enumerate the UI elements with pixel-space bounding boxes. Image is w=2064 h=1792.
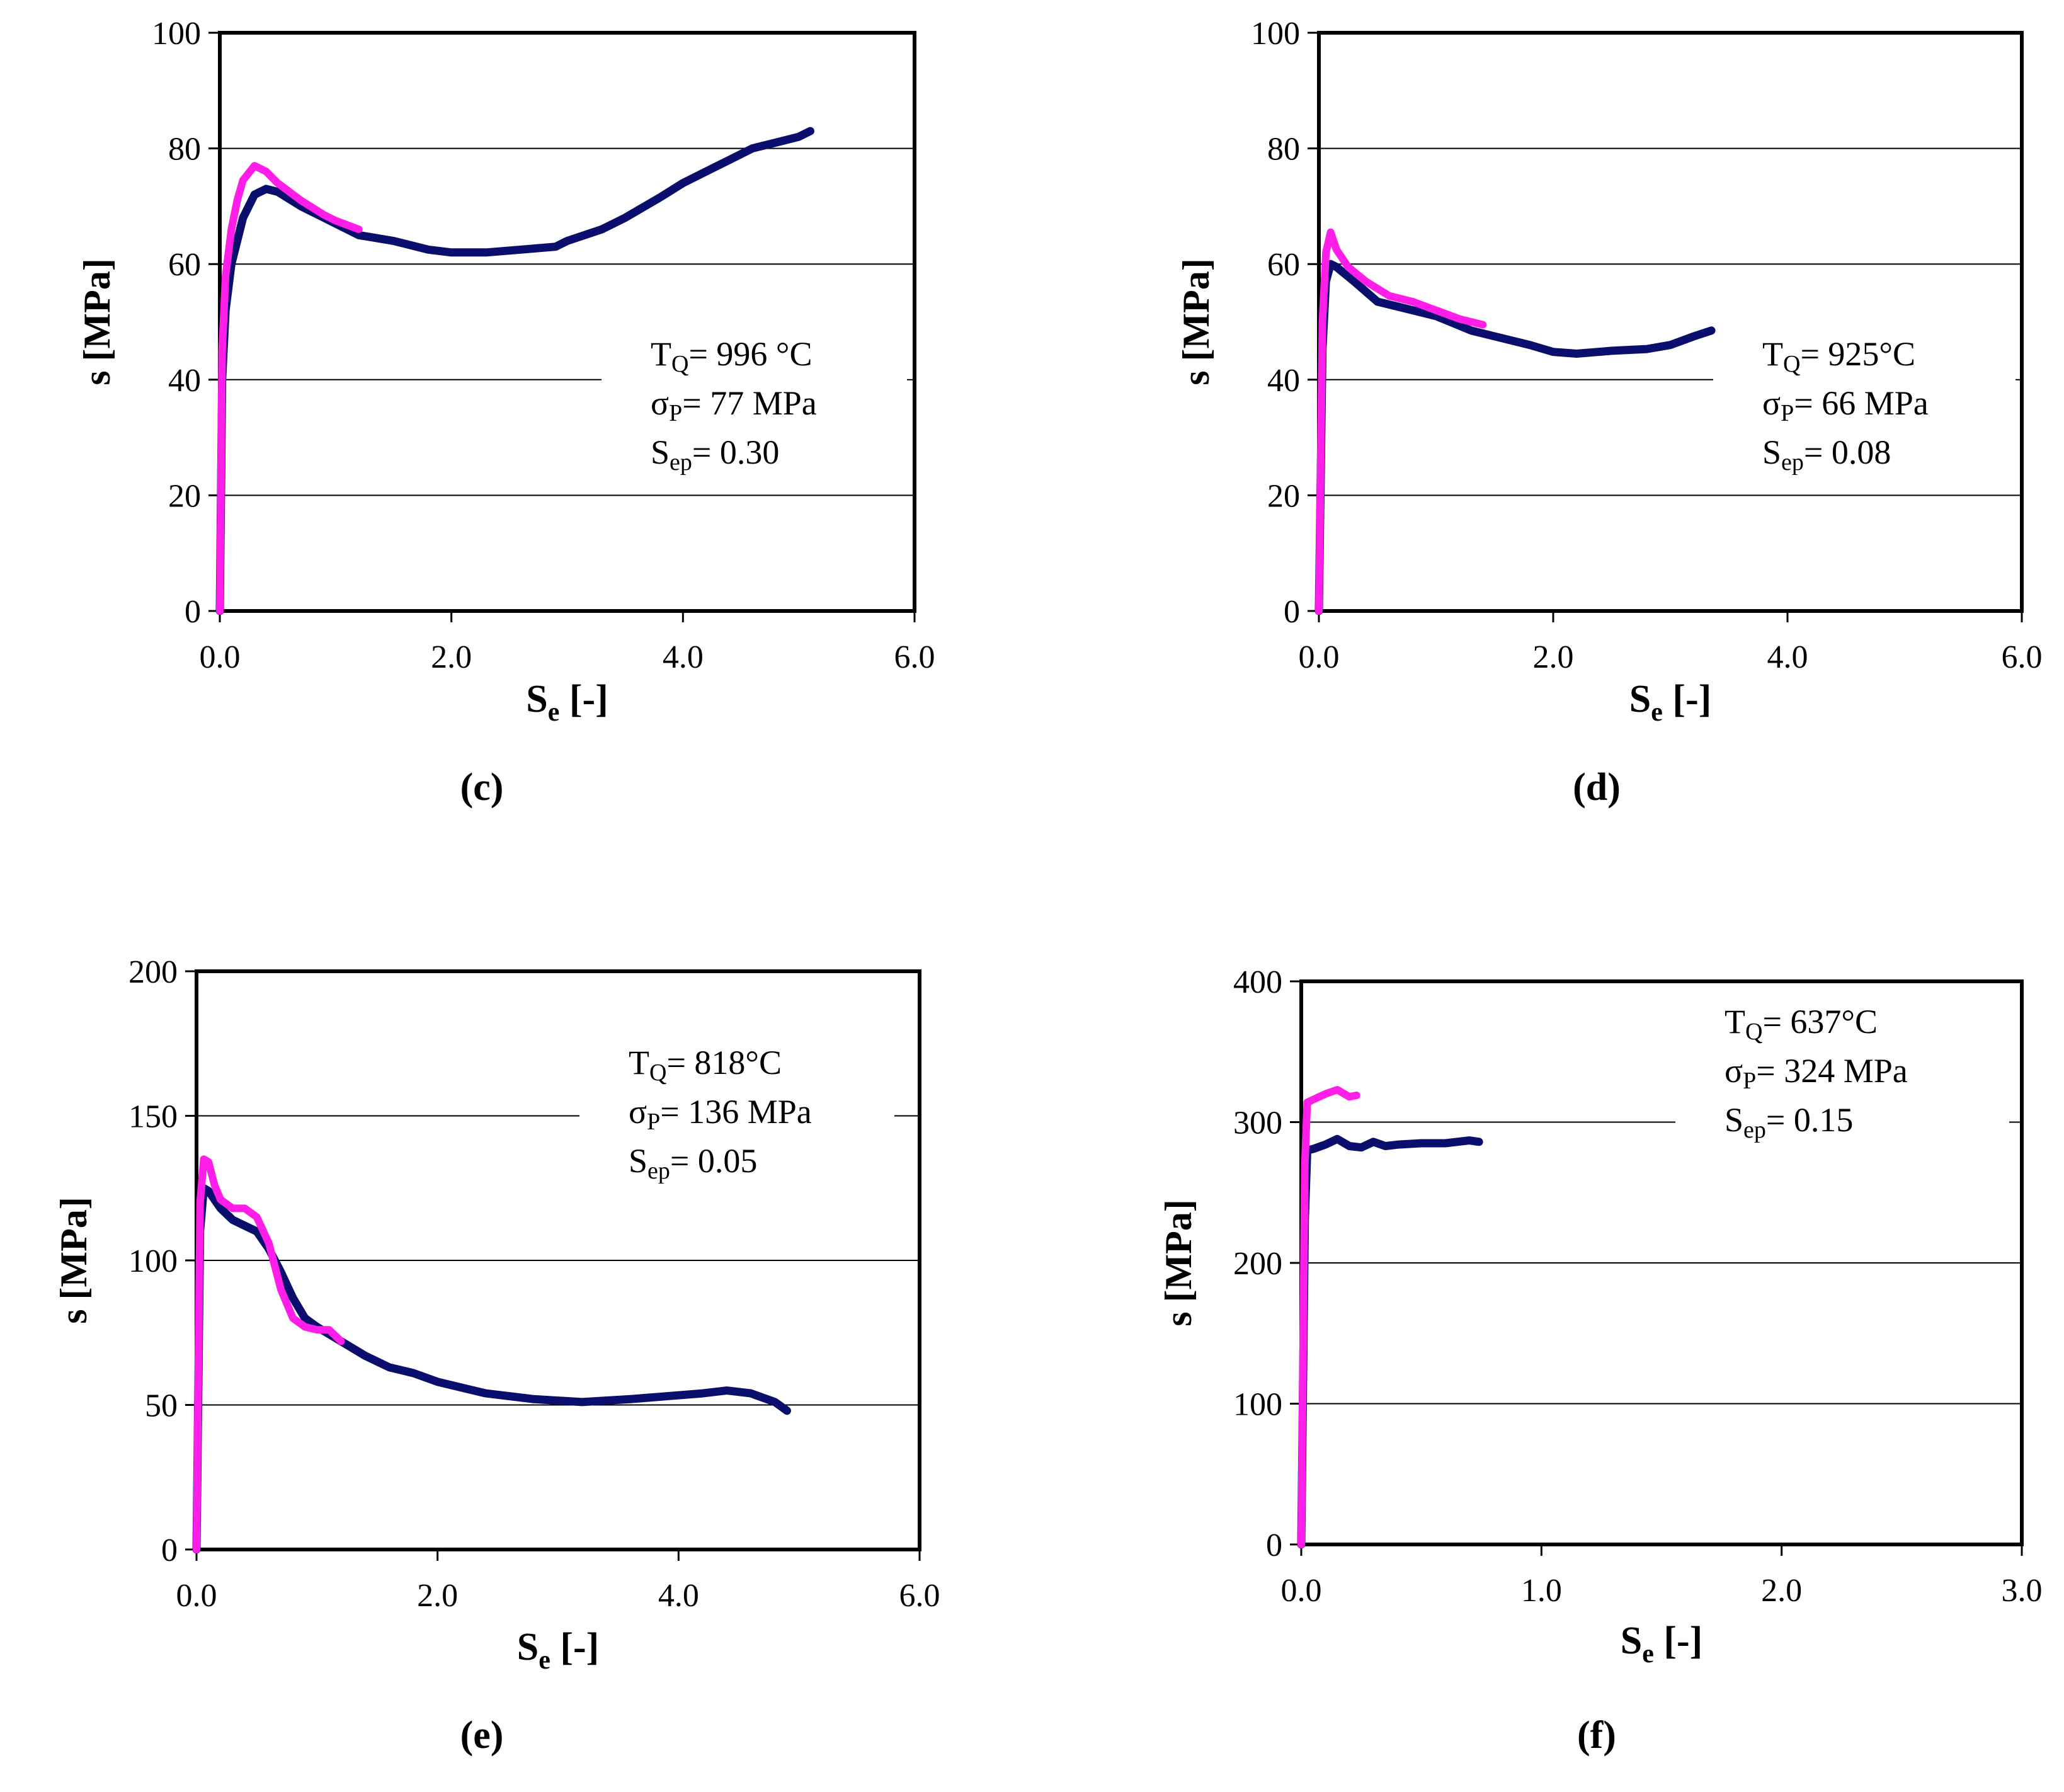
- x-tick-label: 6.0: [894, 639, 935, 675]
- plot-frame: [218, 31, 916, 613]
- plot-frame: [1317, 31, 2024, 613]
- annotation-line: TQ= 996 °C: [651, 335, 812, 377]
- y-tick-label: 0: [1266, 1527, 1282, 1563]
- panel-d: 0 20 40 60 80 100 0.0 2.0 4.0 6.0 s [MPa] Se [-](d)…: [1175, 16, 2043, 809]
- panel-label: (f): [1577, 1714, 1616, 1757]
- annotation-line: TQ= 818°C: [629, 1044, 782, 1086]
- x-tick-label: 2.0: [431, 639, 472, 675]
- annotation-line: Sep= 0.05: [629, 1142, 757, 1184]
- x-axis-label: Se [-]: [526, 678, 608, 727]
- y-tick-label: 200: [1233, 1246, 1282, 1282]
- y-axis-label: s [MPa]: [1175, 258, 1217, 385]
- annotation-line: Sep= 0.08: [1762, 433, 1891, 476]
- x-tick-label: 4.0: [663, 639, 704, 675]
- x-tick-label: 0.0: [176, 1578, 217, 1614]
- y-tick-label: 0: [1284, 594, 1300, 630]
- x-axis-label: Se [-]: [1621, 1619, 1703, 1669]
- y-tick-label: 40: [168, 363, 201, 399]
- panel-f: 0 100 200 300 400 0.0 1.0 2.0 3.0 s [MPa] Se [-] (f…: [1158, 964, 2043, 1757]
- y-tick-label: 60: [168, 247, 201, 283]
- x-tick-label: 6.0: [899, 1578, 940, 1614]
- x-tick-label: 0.0: [1299, 639, 1340, 675]
- x-tick-label: 2.0: [1761, 1573, 1802, 1609]
- y-tick-label: 200: [128, 954, 178, 990]
- series-measured-line: [215, 127, 814, 615]
- y-axis-label: s [MPa]: [53, 1197, 94, 1324]
- y-axis-label: s [MPa]: [1158, 1199, 1199, 1327]
- y-tick-label: 150: [128, 1099, 178, 1135]
- y-tick-label: 80: [168, 132, 201, 168]
- x-tick-label: 0.0: [200, 639, 241, 675]
- series-measured-line: [1314, 260, 1716, 615]
- y-tick-label: 100: [152, 16, 201, 52]
- series-measured-line: [1297, 1134, 1483, 1549]
- y-tick-label: 20: [168, 478, 201, 514]
- x-axis-label: Se [-]: [1629, 678, 1712, 727]
- x-tick-label: 4.0: [1767, 639, 1808, 675]
- annotation-line: σP= 77 MPa: [651, 384, 817, 426]
- y-tick-label: 400: [1233, 964, 1282, 1000]
- annotation-line: σP= 66 MPa: [1762, 384, 1929, 426]
- annotation-line: TQ= 637°C: [1725, 1003, 1878, 1045]
- y-tick-label: 0: [185, 594, 201, 630]
- series-model-line: [1297, 1086, 1360, 1548]
- y-tick-label: 100: [1251, 16, 1300, 52]
- x-tick-label: 3.0: [2002, 1573, 2043, 1609]
- panel-e: 0 50 100 150 200 0.0 2.0 4.0 6.0 s [MPa] Se [-] (e)…: [53, 954, 940, 1757]
- x-tick-label: 1.0: [1521, 1573, 1562, 1609]
- y-tick-label: 80: [1267, 132, 1300, 168]
- x-tick-label: 2.0: [1533, 639, 1574, 675]
- annotation-line: TQ= 925°C: [1762, 335, 1915, 377]
- panel-label: (d): [1573, 766, 1621, 809]
- series-model-line: [1315, 228, 1487, 615]
- y-tick-label: 0: [161, 1532, 178, 1568]
- panel-label: (e): [460, 1714, 504, 1757]
- series-model-line: [193, 1155, 345, 1553]
- y-tick-label: 20: [1267, 478, 1300, 514]
- x-tick-label: 6.0: [2002, 639, 2043, 675]
- y-tick-label: 100: [1233, 1387, 1282, 1423]
- y-tick-label: 300: [1233, 1105, 1282, 1141]
- x-axis-label: Se [-]: [517, 1626, 600, 1675]
- annotation-line: Sep= 0.15: [1725, 1101, 1853, 1143]
- x-tick-label: 0.0: [1281, 1573, 1322, 1609]
- series-measured-line: [192, 1184, 791, 1554]
- y-axis-label: s [MPa]: [76, 258, 118, 385]
- panel-label: (c): [460, 766, 504, 809]
- x-tick-label: 4.0: [658, 1578, 699, 1614]
- panel-c: 0 20 40 60 80 100 0.0 2.0 4.0 6.0 s [MPa] Se [-] (c)…: [76, 16, 935, 809]
- series-model-line: [216, 162, 363, 615]
- y-tick-label: 40: [1267, 363, 1300, 399]
- annotation-line: Sep= 0.30: [651, 433, 779, 476]
- y-tick-label: 60: [1267, 247, 1300, 283]
- y-tick-label: 50: [145, 1388, 178, 1424]
- x-tick-label: 2.0: [417, 1578, 458, 1614]
- annotation-line: σP= 136 MPa: [629, 1093, 812, 1135]
- y-tick-label: 100: [128, 1243, 178, 1279]
- annotation-line: σP= 324 MPa: [1725, 1052, 1908, 1094]
